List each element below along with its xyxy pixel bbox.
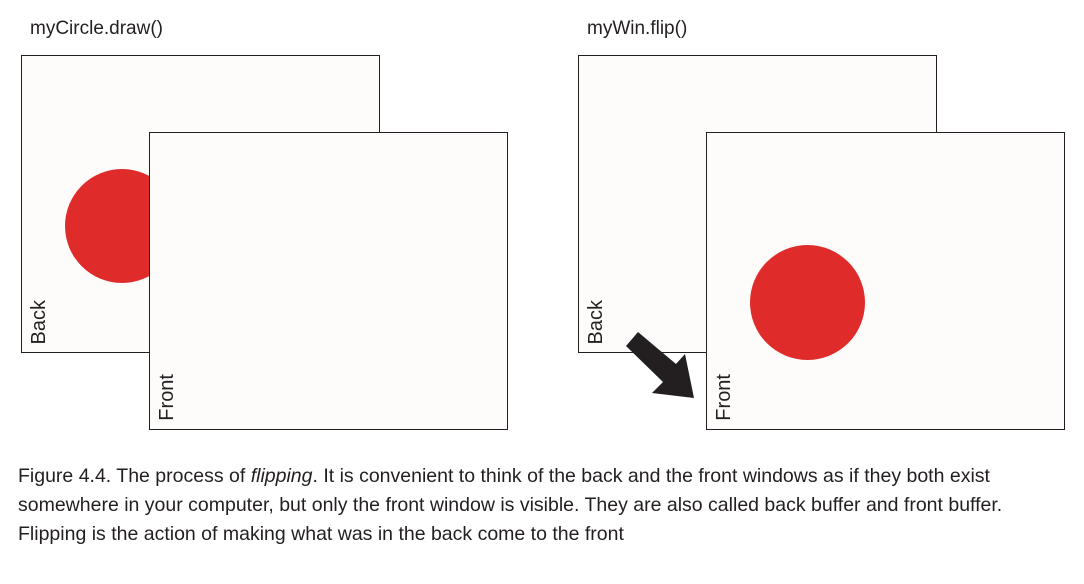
right-back-label: Back bbox=[585, 299, 607, 344]
right-panel-title: myWin.flip() bbox=[587, 18, 688, 39]
right-front-window: Front bbox=[706, 132, 1065, 430]
left-front-label: Front bbox=[156, 374, 178, 421]
figure-caption: Figure 4.4. The process of flipping. It … bbox=[18, 462, 1070, 549]
right-front-label: Front bbox=[713, 374, 735, 421]
left-back-label: Back bbox=[28, 299, 50, 344]
caption-text-before: The process of bbox=[111, 465, 251, 487]
flip-arrow-icon bbox=[626, 332, 694, 398]
right-front-circle bbox=[750, 245, 865, 360]
left-front-window: Front bbox=[149, 132, 508, 430]
figure-number: Figure 4.4. bbox=[18, 465, 112, 487]
caption-emphasis: flipping bbox=[250, 465, 313, 487]
caption-text-after: . It is convenient to think of the back … bbox=[18, 465, 1003, 545]
left-panel-title: myCircle.draw() bbox=[30, 18, 163, 39]
